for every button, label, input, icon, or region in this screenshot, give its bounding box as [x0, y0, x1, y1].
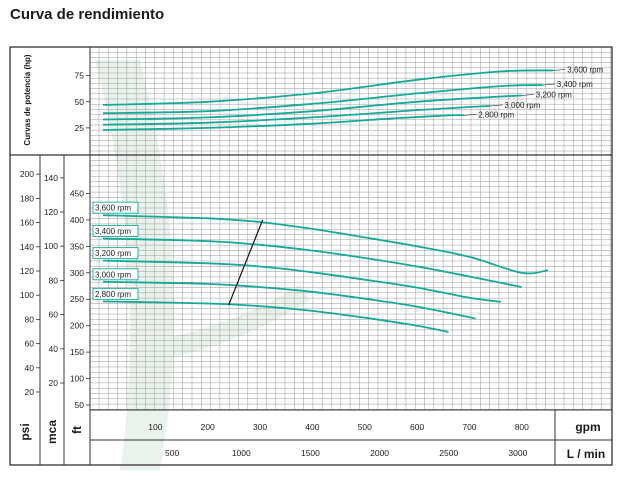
gpm-tick-label: 700 — [462, 422, 476, 432]
psi-tick-label: 200 — [20, 169, 34, 179]
ft-tick-label: 250 — [70, 294, 84, 304]
gpm-axis-title: gpm — [575, 420, 600, 434]
power-label-leader — [542, 83, 555, 86]
ft-axis-title: ft — [70, 426, 84, 434]
chart-frame — [9, 46, 613, 466]
power-label-leader — [464, 114, 477, 116]
head-curve-label-box — [92, 268, 139, 281]
psi-tick-label: 80 — [25, 314, 35, 324]
lpm-tick-label: 500 — [165, 448, 179, 458]
gpm-tick-label: 500 — [358, 422, 372, 432]
hp-tick-label: 50 — [75, 97, 85, 107]
power-curve — [102, 84, 543, 115]
power-curve-label: 3,200 rpm — [536, 90, 572, 99]
ft-tick-label: 300 — [70, 268, 84, 278]
lpm-tick-label: 1500 — [301, 448, 320, 458]
lpm-axis-title: L / min — [567, 447, 605, 461]
lpm-tick-label: 2500 — [439, 448, 458, 458]
power-axis-title: Curvas de potencia (hp) — [23, 54, 32, 145]
head-curve-label: 3,400 rpm — [95, 227, 131, 236]
watermark-logo — [95, 60, 310, 470]
mca-tick-label: 40 — [49, 344, 59, 354]
mca-tick-label: 140 — [44, 173, 58, 183]
gpm-tick-label: 400 — [305, 422, 319, 432]
lpm-tick-label: 1000 — [232, 448, 251, 458]
lpm-tick-label: 3000 — [508, 448, 527, 458]
psi-tick-label: 180 — [20, 193, 34, 203]
head-curve-label-box — [92, 247, 139, 260]
lpm-tick-label: 2000 — [370, 448, 389, 458]
page-title: Curva de rendimiento — [10, 6, 165, 23]
head-curve-label-box — [92, 287, 139, 300]
gpm-tick-label: 800 — [515, 422, 529, 432]
psi-tick-label: 40 — [25, 363, 35, 373]
power-curve — [102, 94, 522, 121]
ft-tick-label: 150 — [70, 347, 84, 357]
gpm-tick-label: 100 — [148, 422, 162, 432]
head-curve — [102, 237, 522, 288]
power-curve-label: 2,800 rpm — [478, 110, 514, 119]
power-curve — [102, 69, 554, 106]
power-label-leader — [553, 69, 566, 71]
axis-titles: Curvas de potencia (hp) psi mca ft gpm L / mi… — [18, 54, 605, 461]
ft-tick-label: 50 — [75, 400, 85, 410]
head-curve-label: 3,200 rpm — [95, 249, 131, 258]
power-curve-label: 3,600 rpm — [567, 65, 603, 74]
hp-tick-label: 75 — [75, 71, 85, 81]
psi-tick-label: 160 — [20, 218, 34, 228]
power-label-leader — [521, 94, 534, 96]
ft-tick-label: 400 — [70, 215, 84, 225]
outer-border — [9, 46, 613, 466]
psi-tick-label: 100 — [20, 290, 34, 300]
gpm-tick-label: 600 — [410, 422, 424, 432]
head-curve — [102, 214, 549, 275]
mca-tick-label: 100 — [44, 241, 58, 251]
ft-tick-label: 450 — [70, 188, 84, 198]
head-curve-label: 2,800 rpm — [95, 290, 131, 299]
ft-tick-label: 200 — [70, 321, 84, 331]
head-curve-label-box — [92, 201, 139, 214]
head-curve-label: 3,600 rpm — [95, 204, 131, 213]
power-curve — [102, 105, 491, 126]
head-curve — [102, 300, 449, 333]
power-curve-label: 3,000 rpm — [504, 101, 540, 110]
psi-axis-title: psi — [18, 423, 32, 440]
best-efficiency-line — [228, 219, 264, 306]
psi-tick-label: 140 — [20, 242, 34, 252]
head-curve-label-box — [92, 224, 139, 237]
watermark-stroke — [95, 60, 174, 470]
head-curve — [102, 280, 477, 320]
ft-tick-label: 350 — [70, 241, 84, 251]
psi-tick-label: 20 — [25, 387, 35, 397]
mca-tick-label: 60 — [49, 310, 59, 320]
hp-tick-label: 25 — [75, 123, 85, 133]
tick-labels: 75 50 25 50 100 150 200 250 300 350 400 450 20 40 60 80… — [20, 71, 529, 458]
head-curve-label: 3,000 rpm — [95, 270, 131, 279]
head-curve — [102, 259, 502, 303]
psi-tick-label: 120 — [20, 266, 34, 276]
chart-grid — [90, 47, 612, 410]
mca-axis-title: mca — [45, 420, 59, 444]
power-curve-label: 3,400 rpm — [557, 80, 593, 89]
mca-tick-label: 20 — [49, 378, 59, 388]
power-label-leader — [490, 104, 503, 107]
ft-tick-label: 100 — [70, 374, 84, 384]
mca-tick-label: 80 — [49, 275, 59, 285]
gpm-tick-label: 200 — [201, 422, 215, 432]
watermark-stroke — [155, 285, 310, 360]
psi-tick-label: 60 — [25, 339, 35, 349]
mca-tick-label: 120 — [44, 207, 58, 217]
power-curve — [102, 114, 465, 131]
gpm-tick-label: 300 — [253, 422, 267, 432]
